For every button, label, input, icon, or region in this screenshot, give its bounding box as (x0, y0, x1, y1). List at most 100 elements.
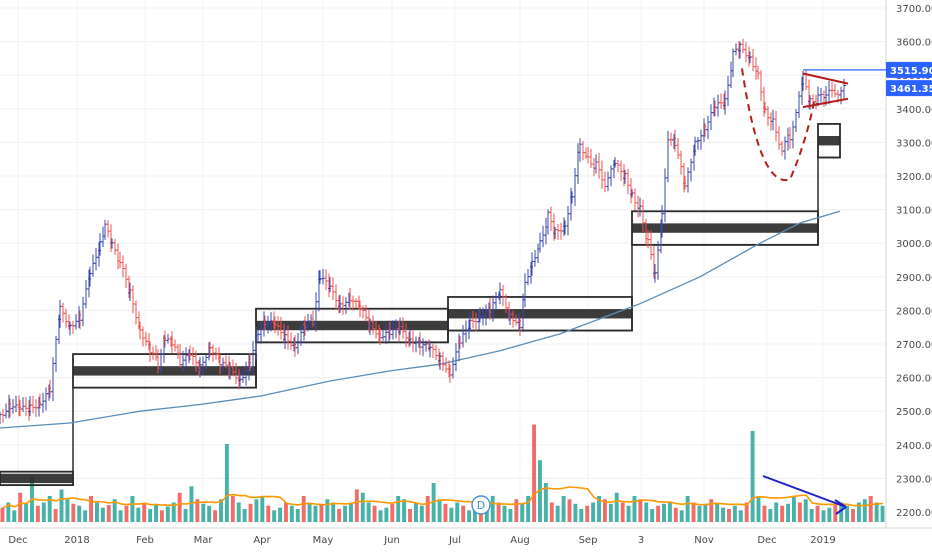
volume-bar (709, 499, 714, 522)
volume-bar (732, 505, 737, 522)
volume-bar (0, 507, 5, 522)
x-tick-label: Sep (579, 535, 598, 546)
volume-bar (159, 510, 164, 522)
zone-step-line (0, 156, 840, 486)
volume-bar (514, 499, 519, 522)
triangle-upper-line (802, 72, 849, 85)
y-tick-label: 2200.00 (896, 508, 932, 519)
price-label-text: 3461.35 (890, 84, 932, 95)
volume-bar (532, 424, 537, 522)
volume-bar (750, 431, 755, 522)
volume-bar (656, 505, 661, 522)
volume-bar (756, 496, 761, 522)
volume-bar (248, 503, 253, 522)
volume-bar (213, 510, 218, 522)
y-tick-label: 2500.00 (896, 407, 932, 418)
volume-bar (608, 503, 613, 522)
y-tick-label: 3600.00 (896, 38, 932, 49)
volume-bar (201, 503, 206, 522)
volume-bar (343, 505, 347, 522)
zone-core (256, 320, 448, 331)
volume-bar (845, 505, 850, 522)
volume-bar (112, 499, 117, 522)
volume-bar (868, 496, 873, 522)
volume-bar (502, 505, 507, 522)
volume-bar (774, 502, 779, 522)
volume-bar (626, 505, 631, 522)
x-tick-label: Jul (448, 535, 461, 546)
cup-pattern-annotation (741, 68, 815, 182)
x-tick-label: Aug (510, 535, 530, 546)
volume-bar (573, 503, 578, 522)
x-tick-label: Nov (694, 535, 714, 546)
volume-bar (41, 502, 46, 522)
volume-bar (715, 502, 720, 522)
y-tick-label: 3100.00 (896, 206, 932, 217)
y-tick-label: 3000.00 (896, 239, 932, 250)
volume-bar (455, 502, 460, 522)
volume-bar (18, 492, 23, 522)
volume-bar (348, 502, 353, 522)
volume-bar (614, 492, 619, 522)
dividend-marker-label: D (477, 499, 485, 512)
volume-bar (449, 507, 454, 522)
volume-trend-arrowhead (834, 499, 847, 515)
volume-bar (797, 502, 802, 522)
x-tick-label: Feb (136, 535, 154, 546)
volume-bar (738, 510, 743, 522)
volume-bar (47, 496, 52, 522)
zone-core (448, 309, 632, 319)
volume-bar (679, 510, 684, 522)
volume-bar (856, 502, 861, 522)
volume-bar (561, 496, 566, 522)
volume-bar (496, 502, 501, 522)
volume-bar (597, 496, 601, 522)
volume-bar (803, 499, 808, 522)
volume-bar (425, 496, 430, 522)
volume-bar (862, 499, 867, 522)
volume-bar (319, 503, 324, 522)
volume-bar (555, 505, 560, 522)
volume-bar (272, 510, 277, 522)
y-tick-label: 2900.00 (896, 273, 932, 284)
volume-bar (136, 507, 141, 522)
volume-bar (83, 510, 88, 522)
volume-bar (142, 502, 147, 522)
volume-bar (780, 505, 785, 522)
volume-bar (148, 509, 153, 522)
volume-bar (295, 509, 300, 522)
volume-bar (53, 509, 58, 522)
volume-bar (833, 503, 838, 522)
volume-bar (662, 503, 666, 522)
volume-bar (171, 502, 176, 522)
volume-bar (106, 505, 111, 522)
volume-bar (154, 503, 158, 522)
volume-bar (579, 509, 584, 522)
volume-bar (195, 499, 200, 522)
volume-bar (307, 502, 312, 522)
y-tick-label: 2600.00 (896, 374, 932, 385)
volume-bar (697, 505, 702, 522)
dividend-marker-icon (471, 495, 491, 515)
volume-bar (839, 502, 844, 522)
volume-bar (721, 507, 726, 522)
volume-bar (467, 510, 472, 522)
volume-bar (815, 505, 820, 522)
volume-bar (118, 510, 123, 522)
price-label-text: 3515.90 (890, 66, 932, 77)
x-tick-label: 2019 (810, 535, 835, 546)
x-tick-label: May (313, 535, 334, 546)
volume-bar (189, 486, 194, 522)
volume-bar (65, 499, 70, 522)
volume-bar (408, 509, 412, 522)
volume-bar (354, 489, 359, 522)
y-tick-label: 3700.00 (896, 4, 932, 15)
volume-bar (254, 499, 259, 522)
volume-bar (390, 503, 395, 522)
volume-bar (827, 507, 832, 522)
zone-core (0, 473, 73, 484)
x-tick-label: 3 (638, 535, 644, 546)
volume-bar (366, 502, 371, 522)
volume-bar (289, 505, 294, 522)
y-tick-label: 3300.00 (896, 138, 932, 149)
